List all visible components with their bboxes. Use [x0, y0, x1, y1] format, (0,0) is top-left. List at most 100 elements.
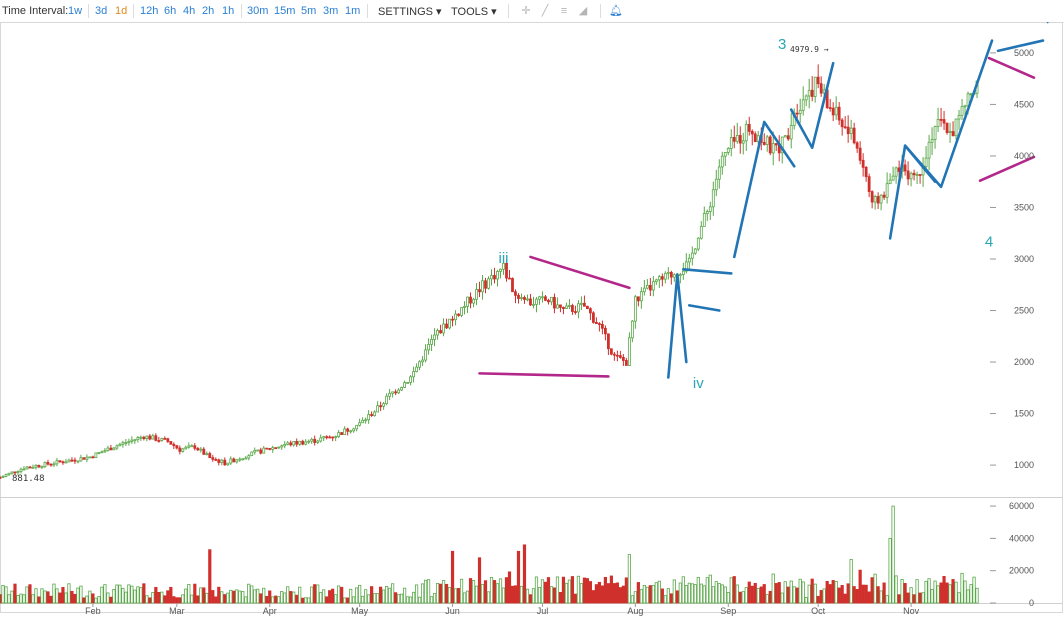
candle-body — [630, 320, 634, 339]
volume-bar — [660, 588, 664, 604]
crosshair-icon[interactable]: ✛ — [521, 5, 531, 17]
interval-6h-button[interactable]: 6h — [164, 5, 177, 17]
volume-bar — [909, 587, 913, 604]
candle-body — [337, 432, 341, 437]
interval-1m-button[interactable]: 1m — [345, 5, 361, 17]
interval-1h-button[interactable]: 1h — [222, 5, 235, 17]
volume-bar — [588, 581, 593, 604]
chart-frame — [0, 22, 1063, 613]
candle-body — [232, 458, 236, 463]
settings-menu[interactable]: SETTINGS ▾ — [378, 6, 442, 18]
interval-3d-button[interactable]: 3d — [95, 5, 108, 17]
interval-4h-button[interactable]: 4h — [183, 5, 196, 17]
interval-5m-button[interactable]: 5m — [301, 5, 317, 17]
candle-body — [211, 457, 215, 460]
volume-bar — [115, 584, 119, 604]
candle-body — [651, 281, 655, 291]
volume-bar — [579, 583, 584, 604]
volume-bar — [31, 594, 35, 604]
volume-bar — [816, 595, 820, 604]
candle-body — [648, 284, 652, 291]
candle-body — [247, 455, 251, 459]
volume-bar — [91, 593, 95, 604]
candle-body — [379, 405, 383, 408]
pencil-icon[interactable]: ╱ — [541, 5, 549, 17]
volume-bar — [507, 571, 512, 604]
volume-bar — [516, 550, 521, 604]
interval-30m-button[interactable]: 30m — [247, 5, 269, 17]
candle-body — [289, 442, 293, 446]
volume-bar — [232, 590, 236, 604]
volume-bar — [828, 584, 832, 604]
volume-bar — [591, 590, 596, 604]
volume-bar — [13, 583, 17, 604]
time-tick-label: Sep — [720, 606, 736, 616]
interval-2h-button[interactable]: 2h — [202, 5, 215, 17]
interval-12h-button[interactable]: 12h — [140, 5, 159, 17]
volume-bar — [295, 594, 299, 604]
candle-body — [124, 442, 128, 445]
trendline — [996, 39, 1045, 53]
candle-body — [388, 392, 392, 397]
volume-bar — [304, 597, 308, 604]
candle-body — [618, 355, 622, 358]
bell-icon[interactable]: 🔔︎ — [609, 5, 623, 17]
volume-bar — [405, 596, 410, 604]
candle-body — [346, 428, 350, 432]
volume-bar — [223, 594, 227, 604]
candle-body — [310, 438, 314, 442]
wave-label: 3 — [778, 36, 786, 53]
interval-3m-button[interactable]: 3m — [323, 5, 339, 17]
volume-bar — [151, 592, 155, 604]
interval-15m-button[interactable]: 15m — [274, 5, 296, 17]
candle-body — [837, 106, 841, 121]
candle-body — [55, 460, 59, 465]
interval-1d-button[interactable]: 1d — [115, 5, 128, 17]
price-tick-label: 4000 — [1014, 151, 1034, 161]
volume-bar — [379, 586, 383, 604]
candle-body — [882, 194, 886, 198]
volume-bar — [331, 588, 335, 604]
candle-body — [436, 330, 439, 336]
axes: 1000 1500 2000 2500 3000 3500 4000 4500 5000 0 200… — [85, 48, 1034, 616]
candle-body — [939, 118, 943, 121]
candle-body — [250, 451, 254, 457]
candle-body — [190, 445, 194, 448]
candle-body — [879, 194, 883, 204]
candle-body — [127, 440, 131, 444]
volume-bar — [864, 584, 868, 604]
candle-body — [568, 305, 571, 307]
volume-bar — [190, 594, 194, 604]
volume-bar — [891, 505, 895, 604]
candle-body — [427, 343, 430, 351]
candle-body — [433, 334, 436, 340]
toolbar-divider — [508, 4, 509, 18]
volume-bar — [777, 582, 781, 604]
toolbar-divider — [600, 4, 601, 18]
volume-bar — [615, 582, 619, 604]
volume-bar — [795, 587, 799, 604]
interval-1w-button[interactable]: 1w — [68, 5, 83, 17]
volume-bar — [765, 594, 769, 604]
volume-bar — [870, 577, 874, 604]
volume-bar — [178, 597, 182, 604]
volume-bar — [373, 593, 377, 604]
lines-icon[interactable]: ≡ — [560, 5, 568, 17]
time-tick-label: Nov — [903, 606, 920, 616]
trendline — [903, 144, 937, 184]
candle-body — [160, 438, 164, 441]
volume-bar — [268, 590, 272, 604]
price-chart[interactable]: 1000 1500 2000 2500 3000 3500 4000 4500 5000 0 200… — [0, 22, 1064, 617]
tools-menu[interactable]: TOOLS ▾ — [451, 6, 497, 18]
volume-bar — [148, 597, 152, 604]
candle-body — [741, 140, 745, 144]
volume-bar — [813, 583, 817, 604]
trendline — [688, 304, 721, 312]
candle-body — [819, 83, 823, 94]
eraser-icon[interactable]: ◢ — [578, 5, 588, 17]
volume-bar — [145, 595, 149, 604]
candle-body — [214, 458, 218, 461]
candle-body — [693, 248, 697, 254]
candle-body — [502, 262, 505, 270]
volume-bar — [762, 584, 766, 604]
